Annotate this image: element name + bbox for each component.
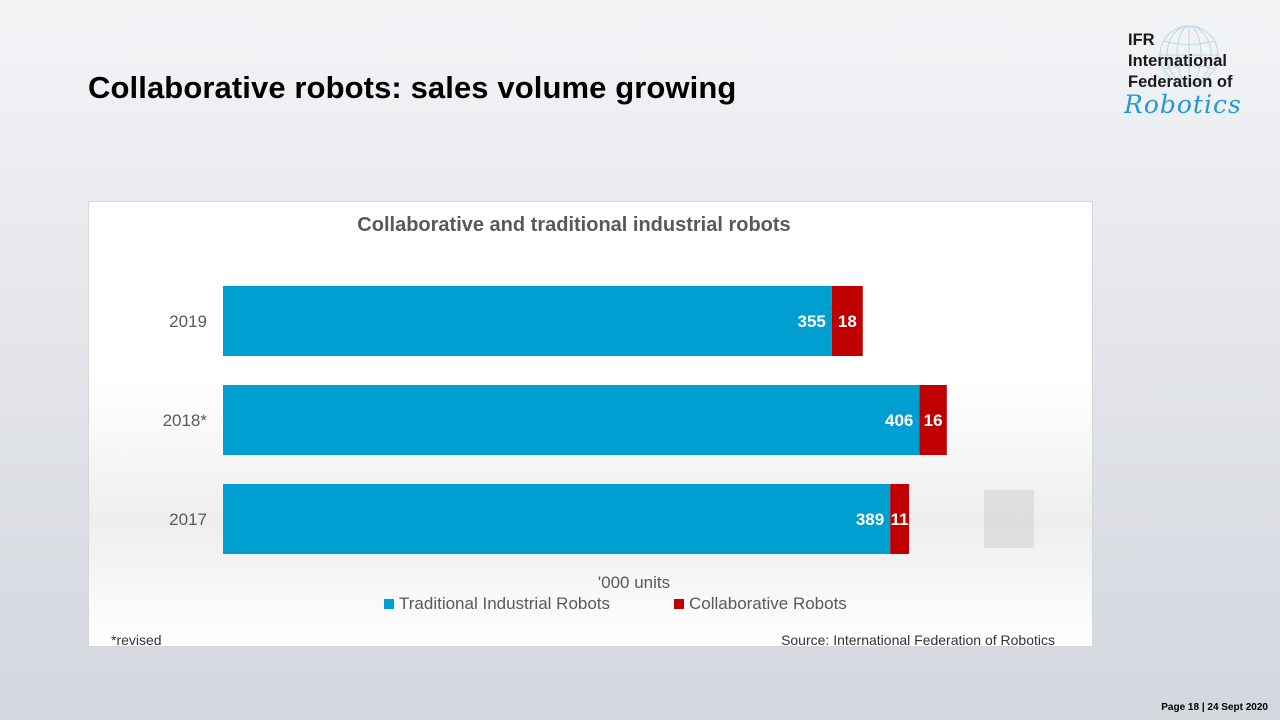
x-axis-label: '000 units (598, 573, 670, 592)
bar-collaborative-2019 (831, 286, 863, 356)
chart-footnote: *revised (111, 632, 162, 648)
chart-panel: Collaborative and traditional industrial… (88, 201, 1093, 648)
logo-script-robotics: Robotics (1124, 90, 1242, 119)
legend-label-traditional: Traditional Industrial Robots (399, 594, 610, 613)
slide-title: Collaborative robots: sales volume growi… (88, 70, 737, 105)
bar-traditional-2018 (223, 385, 920, 455)
legend-label-collaborative: Collaborative Robots (689, 594, 847, 613)
logo-line-international: International (1128, 52, 1228, 70)
page-info: Page 18 | 24 Sept 2020 (1161, 702, 1268, 713)
bar-traditional-2019 (223, 286, 832, 356)
globe-icon (1159, 25, 1219, 85)
data-label-traditional-2019: 355 (798, 312, 826, 331)
category-label-2019: 2019 (169, 312, 207, 331)
data-label-traditional-2018: 406 (885, 411, 913, 430)
category-label-2018: 2018* (163, 411, 208, 430)
legend-swatch-collaborative (674, 599, 684, 609)
bar-collaborative-2017 (890, 484, 910, 554)
chart-title: Collaborative and traditional industrial… (357, 214, 790, 236)
logo-line-ifr: IFR (1128, 31, 1155, 49)
bar-collaborative-2018 (919, 385, 947, 455)
bar-chart: Collaborative and traditional industrial… (163, 214, 1034, 613)
data-label-collaborative-2019: 18 (838, 312, 857, 331)
logo-line-federation: Federation of (1128, 73, 1233, 91)
bar-traditional-2017 (223, 484, 891, 554)
data-label-collaborative-2018: 16 (924, 411, 943, 430)
data-label-traditional-2017: 389 (856, 510, 884, 529)
category-label-2017: 2017 (169, 510, 207, 529)
bar-shadow (984, 490, 1034, 548)
ifr-logo: IFR International Federation of Robotics (1122, 24, 1262, 120)
legend-swatch-traditional (384, 599, 394, 609)
data-label-collaborative-2017: 11 (891, 510, 909, 529)
chart-source: Source: International Federation of Robo… (781, 632, 1055, 648)
